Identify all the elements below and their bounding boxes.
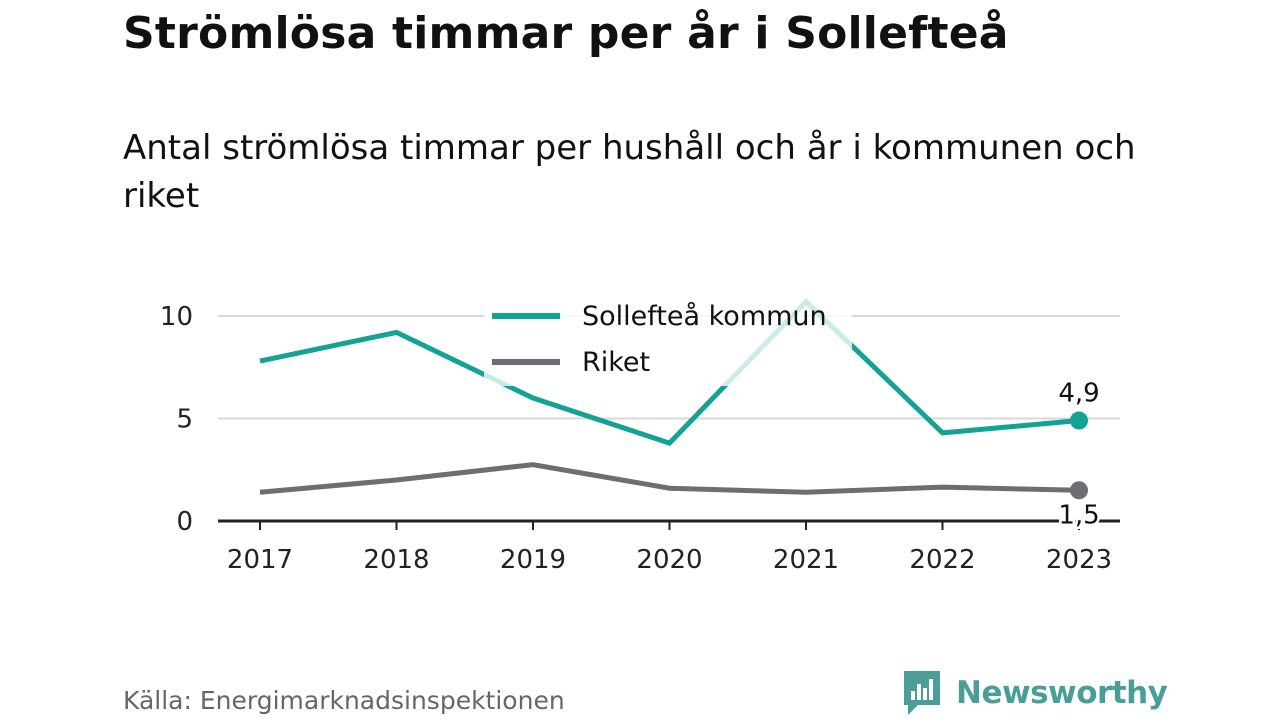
chart-subtitle: Antal strömlösa timmar per hushåll och å… (123, 128, 1136, 216)
x-tick-label: 2020 (636, 545, 702, 575)
x-tick-label: 2022 (909, 545, 975, 575)
series-lines (259, 298, 1088, 500)
brand-name: Newsworthy (956, 675, 1168, 711)
legend-label: Sollefteå kommun (582, 301, 827, 332)
legend: Sollefteå kommun Riket (484, 294, 852, 386)
end-value-label: 1,5 (1058, 500, 1099, 530)
x-axis-ticks: 2017 2018 2019 2020 2021 2022 2023 (227, 521, 1112, 575)
data-point (1070, 411, 1088, 430)
x-tick-label: 2017 (227, 545, 293, 575)
source-note: Källa: Energimarknadsinspektionen (123, 686, 565, 715)
end-value-label: 4,9 (1058, 379, 1099, 409)
x-tick-label: 2023 (1046, 545, 1112, 575)
x-tick-label: 2021 (773, 545, 839, 575)
data-point (1070, 481, 1088, 500)
data-labels: 4,9 1,5 (1056, 376, 1102, 533)
legend-label: Riket (582, 347, 650, 378)
y-tick-label: 5 (176, 405, 193, 435)
y-tick-label: 10 (160, 302, 193, 332)
x-tick-label: 2019 (500, 545, 566, 575)
legend-background (484, 294, 852, 386)
series-line-riket (259, 462, 1080, 495)
newsworthy-logo-icon (904, 671, 940, 715)
brand-logo: Newsworthy (902, 668, 1168, 718)
series-line-solleftea (259, 298, 1080, 446)
chart-title: Strömlösa timmar per år i Sollefteå (123, 8, 1009, 59)
y-tick-label: 0 (176, 507, 193, 537)
y-axis-ticks: 0 5 10 (160, 302, 193, 537)
x-tick-label: 2018 (363, 545, 429, 575)
